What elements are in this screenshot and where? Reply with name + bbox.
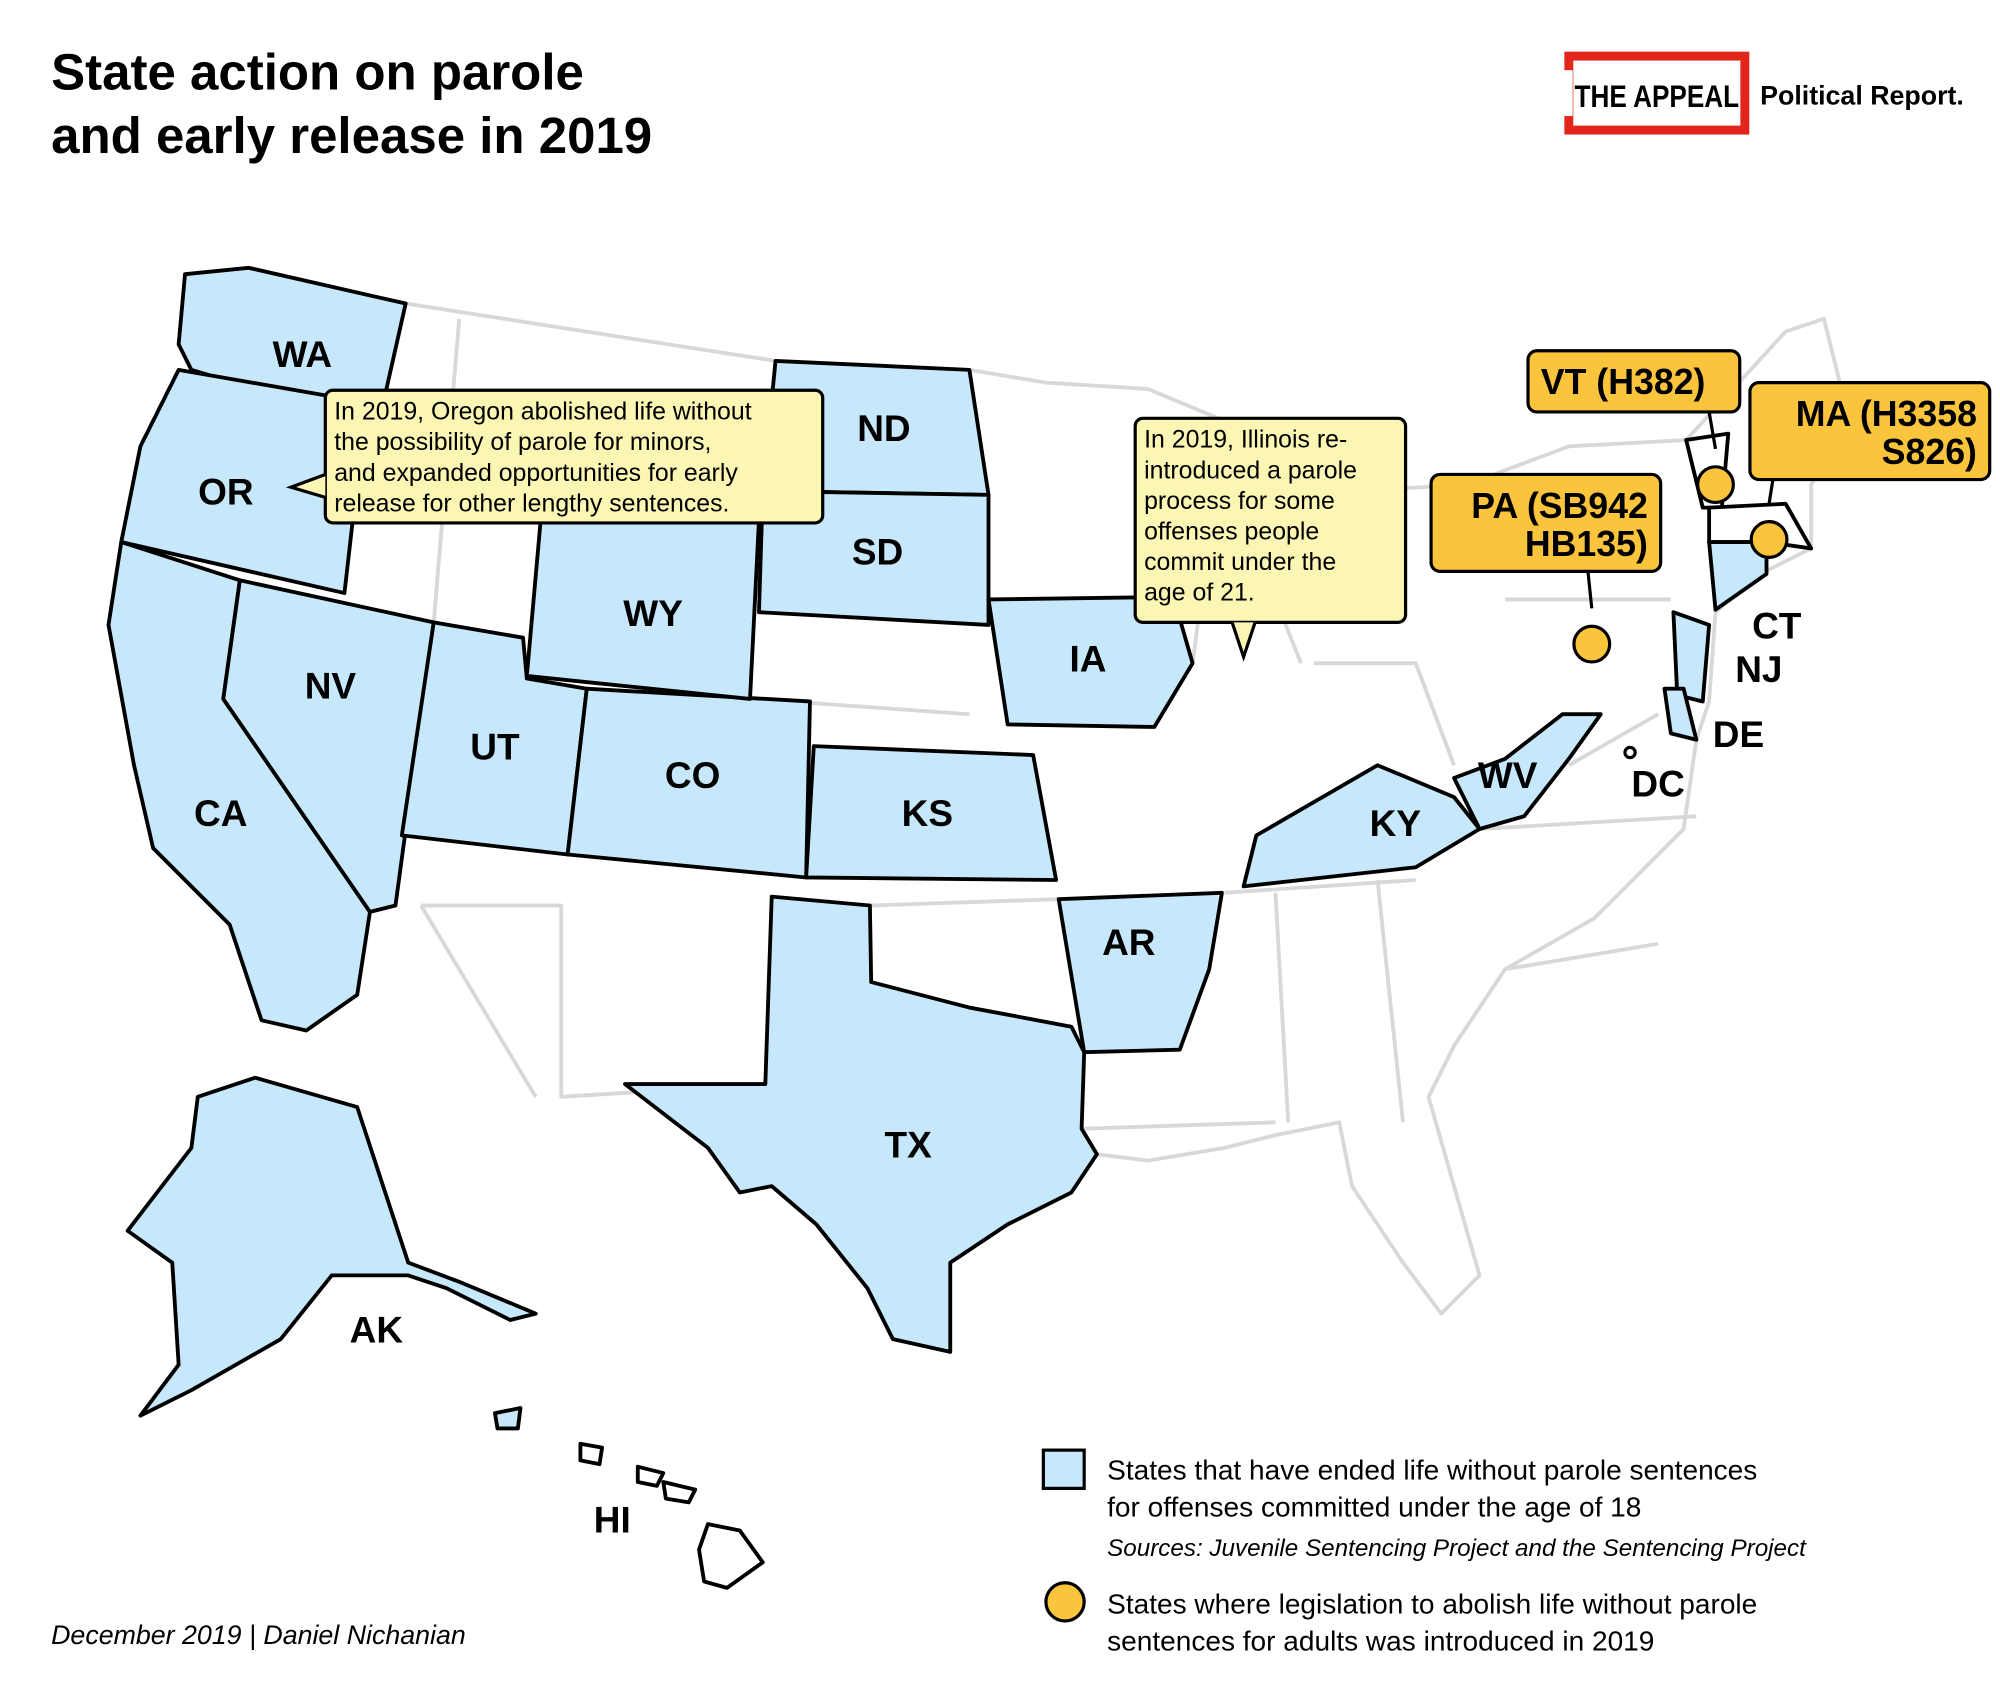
- state-label: UT: [470, 727, 520, 768]
- annotation-text: In 2019, Oregon abolished life without: [334, 398, 751, 426]
- state-shape: [623, 894, 1099, 1354]
- dc-dot: [1623, 745, 1637, 760]
- legend-swatch: [1041, 1448, 1086, 1490]
- marker-dot: [1749, 520, 1789, 559]
- annotation-text: and expanded opportunities for early: [334, 459, 738, 487]
- legend-dot: [1044, 1581, 1086, 1623]
- state-label: CT: [1752, 606, 1802, 647]
- state-shape: [697, 1522, 765, 1590]
- marker-label: PA (SB942: [1471, 486, 1648, 526]
- state-label: CO: [665, 755, 720, 796]
- state-label: SD: [852, 532, 903, 573]
- annotation-text: introduced a parole: [1144, 456, 1357, 484]
- marker-dot: [1572, 624, 1612, 664]
- annotation-box: [323, 388, 825, 525]
- annotation-pointer: [1230, 621, 1257, 662]
- brand-box: [1564, 51, 1750, 135]
- annotation-text: commit under the: [1144, 548, 1336, 576]
- annotation-box: [1133, 416, 1408, 624]
- brand-sub: Political Report.: [1760, 81, 1964, 111]
- state-shape: [493, 1406, 523, 1431]
- marker-label: VT (H382): [1541, 362, 1706, 402]
- legend-text: for offenses committed under the age of …: [1107, 1491, 1641, 1522]
- legend-text: sentences for adults was introduced in 2…: [1107, 1625, 1654, 1656]
- state-label: WY: [623, 593, 683, 634]
- title-line: State action on parole: [51, 43, 584, 100]
- state-shape: [578, 1441, 604, 1467]
- state-label: KY: [1370, 803, 1422, 844]
- marker-label: S826): [1882, 432, 1977, 472]
- annotation-text: process for some: [1144, 487, 1335, 515]
- title-line: and early release in 2019: [51, 107, 652, 164]
- state-shape: [221, 578, 436, 914]
- state-shape: [1452, 712, 1603, 831]
- marker-pointer: [1707, 411, 1718, 450]
- state-label: OR: [198, 472, 253, 513]
- state-label: ND: [857, 408, 910, 449]
- state-label: NJ: [1735, 649, 1782, 690]
- state-shape: [1671, 610, 1712, 704]
- legend-text: States where legislation to abolish life…: [1107, 1588, 1757, 1619]
- state-shape: [757, 489, 991, 627]
- state-shape: [1662, 686, 1699, 742]
- marker-pointer: [1767, 479, 1775, 505]
- marker-label-box: [1748, 381, 1992, 482]
- marker-pointer: [1586, 571, 1594, 609]
- state-label: KS: [902, 793, 953, 834]
- legend-source: Sources: Juvenile Sentencing Project and…: [1107, 1535, 1807, 1562]
- marker-label-box: [1429, 472, 1663, 573]
- annotation-text: release for other lengthy sentences.: [334, 489, 729, 517]
- state-shape: [1241, 763, 1482, 889]
- state-label: WA: [273, 334, 333, 375]
- annotation-text: In 2019, Illinois re-: [1144, 426, 1347, 454]
- credit: December 2019 | Daniel Nichanian: [51, 1620, 466, 1650]
- marker-dot: [1696, 465, 1735, 505]
- state-label: TX: [885, 1125, 933, 1166]
- brand: THE APPEAL: [1575, 80, 1740, 115]
- marker-label-box: [1526, 349, 1742, 414]
- state-shape: [635, 1464, 666, 1488]
- legend-text: States that have ended life without paro…: [1107, 1454, 1757, 1485]
- annotation-pointer: [285, 472, 326, 499]
- brand-notch: [1562, 70, 1573, 117]
- state-label: CA: [194, 793, 247, 834]
- state-label: DE: [1713, 714, 1764, 755]
- state-shape: [125, 1075, 538, 1418]
- marker-label: HB135): [1525, 524, 1648, 564]
- state-shape: [804, 744, 1059, 882]
- state-label: HI: [594, 1500, 631, 1541]
- annotation-text: offenses people: [1144, 517, 1319, 545]
- state-label: NV: [305, 665, 357, 706]
- marker-label: MA (H3358: [1796, 394, 1977, 434]
- annotation-text: age of 21.: [1144, 579, 1255, 607]
- annotation-text: the possibility of parole for minors,: [334, 428, 711, 456]
- state-label: WV: [1478, 755, 1538, 796]
- state-shape: [1707, 540, 1769, 612]
- state-label: IA: [1070, 639, 1107, 680]
- state-label: AK: [350, 1310, 404, 1351]
- state-label: DC: [1631, 764, 1684, 805]
- state-shape: [1056, 890, 1224, 1055]
- state-shape: [661, 1480, 698, 1505]
- state-label: AR: [1102, 922, 1155, 963]
